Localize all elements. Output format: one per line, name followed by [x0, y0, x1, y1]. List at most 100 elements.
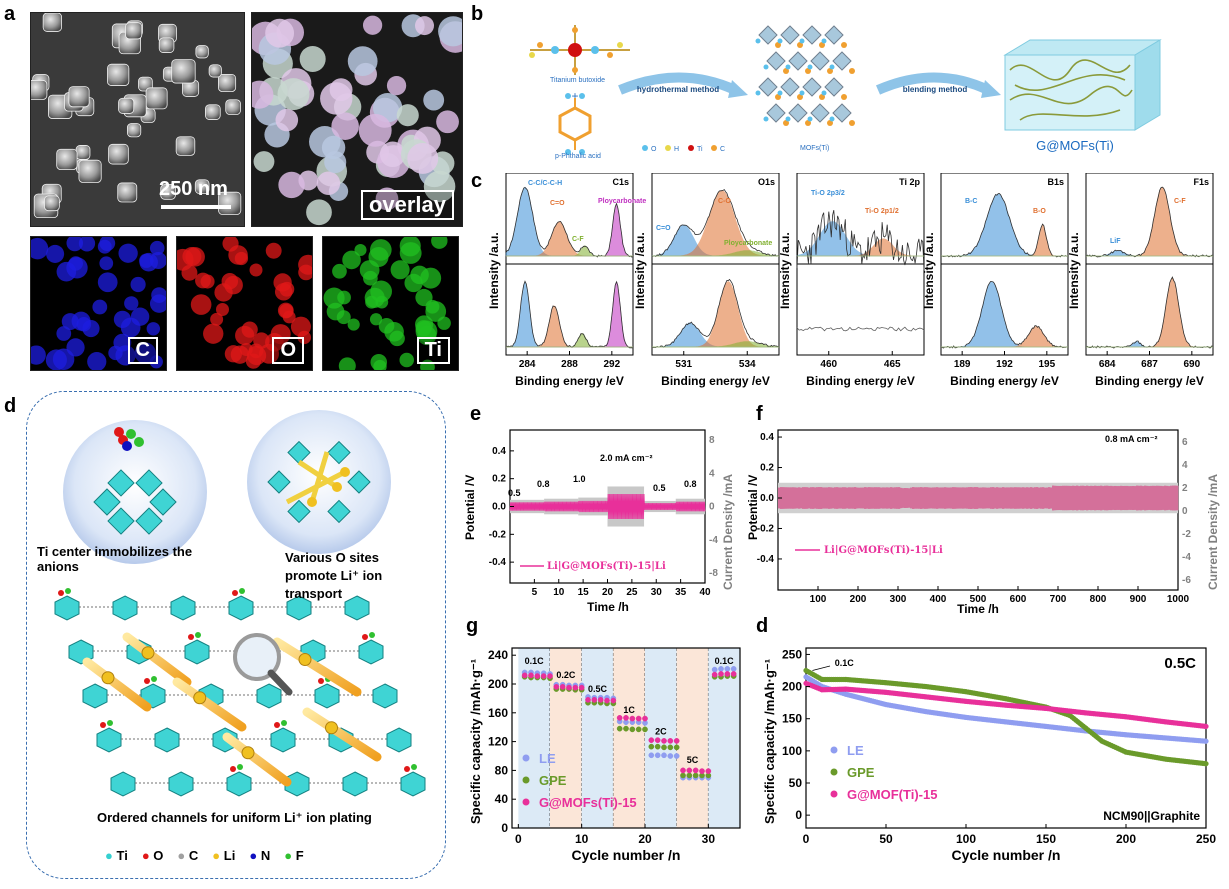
mof-structure: [755, 25, 855, 126]
rate-label: 0.5C: [588, 684, 608, 694]
mof-octahedron: [810, 51, 830, 71]
overlay-particle: [379, 141, 406, 168]
carbon-dots: [31, 237, 166, 370]
xps-peak-label: C-F: [1174, 198, 1186, 205]
xps-spectrum-4: F1s LiF C-F 684 687 690 Binding energy /eV Inte…: [1067, 173, 1214, 388]
data-point: [635, 726, 642, 733]
potential-bar: [952, 487, 955, 509]
panel-label-h: d: [756, 615, 769, 637]
element-map-dot: [410, 265, 429, 285]
product-label: G@MOFs(Ti): [1036, 138, 1114, 153]
overlay-particle: [252, 80, 274, 109]
potential-bar: [1148, 486, 1151, 510]
data-point: [553, 684, 560, 690]
potential-bar: [1074, 485, 1077, 511]
oxygen-map: O: [176, 236, 313, 371]
data-point: [711, 671, 718, 678]
xps-tick: 189: [954, 359, 971, 370]
potential-bar: [1080, 485, 1083, 511]
element-map-dot: [368, 246, 389, 268]
potential-bar: [996, 487, 999, 509]
mof-octahedron: [788, 51, 808, 71]
potential-bar: [1046, 487, 1049, 509]
potential-bar: [1098, 485, 1101, 511]
data-point: [616, 714, 623, 721]
potential-bar: [800, 487, 803, 509]
li-ion: [241, 746, 255, 760]
potential-bar: [812, 487, 815, 509]
potential-bar: [910, 487, 913, 509]
element-map-dot: [245, 353, 262, 369]
potential-bar: [968, 487, 971, 509]
lattice-node: [256, 683, 282, 709]
potential-bar: [978, 487, 981, 509]
potential-bar: [940, 487, 943, 509]
xps-tick: 684: [1099, 359, 1116, 370]
sem-cube: [68, 86, 90, 108]
element-map-dot: [230, 345, 250, 364]
sem-cube: [44, 195, 60, 212]
f-xlabel: Time /h: [957, 602, 999, 615]
xps-tick: 192: [996, 359, 1013, 370]
element-map-dot: [130, 276, 146, 293]
scale-bar: [161, 205, 231, 209]
element-map-dot: [249, 263, 263, 277]
ytick-label: 0: [795, 808, 802, 822]
e-y2label: Current Density /mA: [721, 474, 735, 590]
rate-label: 1C: [623, 705, 635, 715]
data-point: [673, 753, 680, 759]
potential-bar: [1028, 487, 1031, 509]
potential-bar: [964, 487, 967, 509]
ti-octahedron: [327, 499, 351, 524]
potential-bar: [1166, 485, 1169, 511]
data-point: [610, 697, 617, 704]
potential-bar: [826, 487, 829, 509]
panel-label-f: f: [756, 403, 763, 425]
element-map-dot: [390, 260, 410, 280]
li-ion: [298, 653, 312, 666]
overlay-particle: [436, 110, 459, 134]
svg-text:C: C: [720, 146, 725, 153]
potential-bar: [860, 487, 863, 509]
potential-bar: [912, 487, 915, 509]
mof-oxygen: [763, 116, 769, 122]
xtick-label: 30: [702, 832, 716, 846]
xtick-label: 250: [1196, 832, 1216, 846]
mof-oxygen: [821, 90, 827, 96]
element-map-dot: [97, 239, 112, 254]
titanium-label: Ti: [416, 337, 450, 364]
potential-bar: [802, 487, 805, 509]
cycling-plot-f: 0.4 0.2 0.0 -0.2 -0.4 6 4 2 0 -2 -4 -6 100 200 300 400 5…: [746, 429, 1220, 615]
data-point: [604, 697, 610, 704]
potential-bar: [914, 487, 917, 509]
sem-cube: [194, 179, 210, 194]
element-map-dot: [31, 237, 49, 260]
xps-spectrum-3: B1s B-C B-O 189 192 195 Binding energy /eV Inte…: [922, 173, 1069, 388]
lattice-node: [270, 727, 296, 753]
titanium-map: Ti: [322, 236, 459, 371]
mof-oxygen: [755, 38, 761, 44]
potential-bar: [944, 487, 947, 509]
potential-bar: [828, 487, 831, 509]
li-ion: [193, 691, 207, 705]
potential-bar: [838, 487, 841, 509]
data-point: [667, 738, 674, 744]
potential-bar: [1034, 487, 1037, 509]
e-ytick: 0.2: [492, 474, 506, 485]
xps-tick: 460: [820, 359, 837, 370]
gel-polymer-block: [1003, 39, 1162, 131]
f-ytick: -0.4: [757, 554, 775, 565]
potential-bar: [816, 487, 819, 509]
potential-bar: [988, 487, 991, 509]
lattice-node: [96, 727, 122, 753]
legend-marker: [830, 790, 838, 798]
data-point: [528, 672, 534, 679]
potential-bar: [790, 487, 793, 509]
mof-carbon: [819, 94, 825, 100]
overlay-particle: [321, 135, 346, 160]
element-legend: ● Ti ● O ● C ● Li ● N ● F: [105, 848, 304, 863]
element-map-dot: [56, 326, 72, 341]
potential-bar: [1176, 485, 1179, 511]
element-map-dot: [134, 342, 156, 364]
lattice-node: [110, 771, 136, 797]
